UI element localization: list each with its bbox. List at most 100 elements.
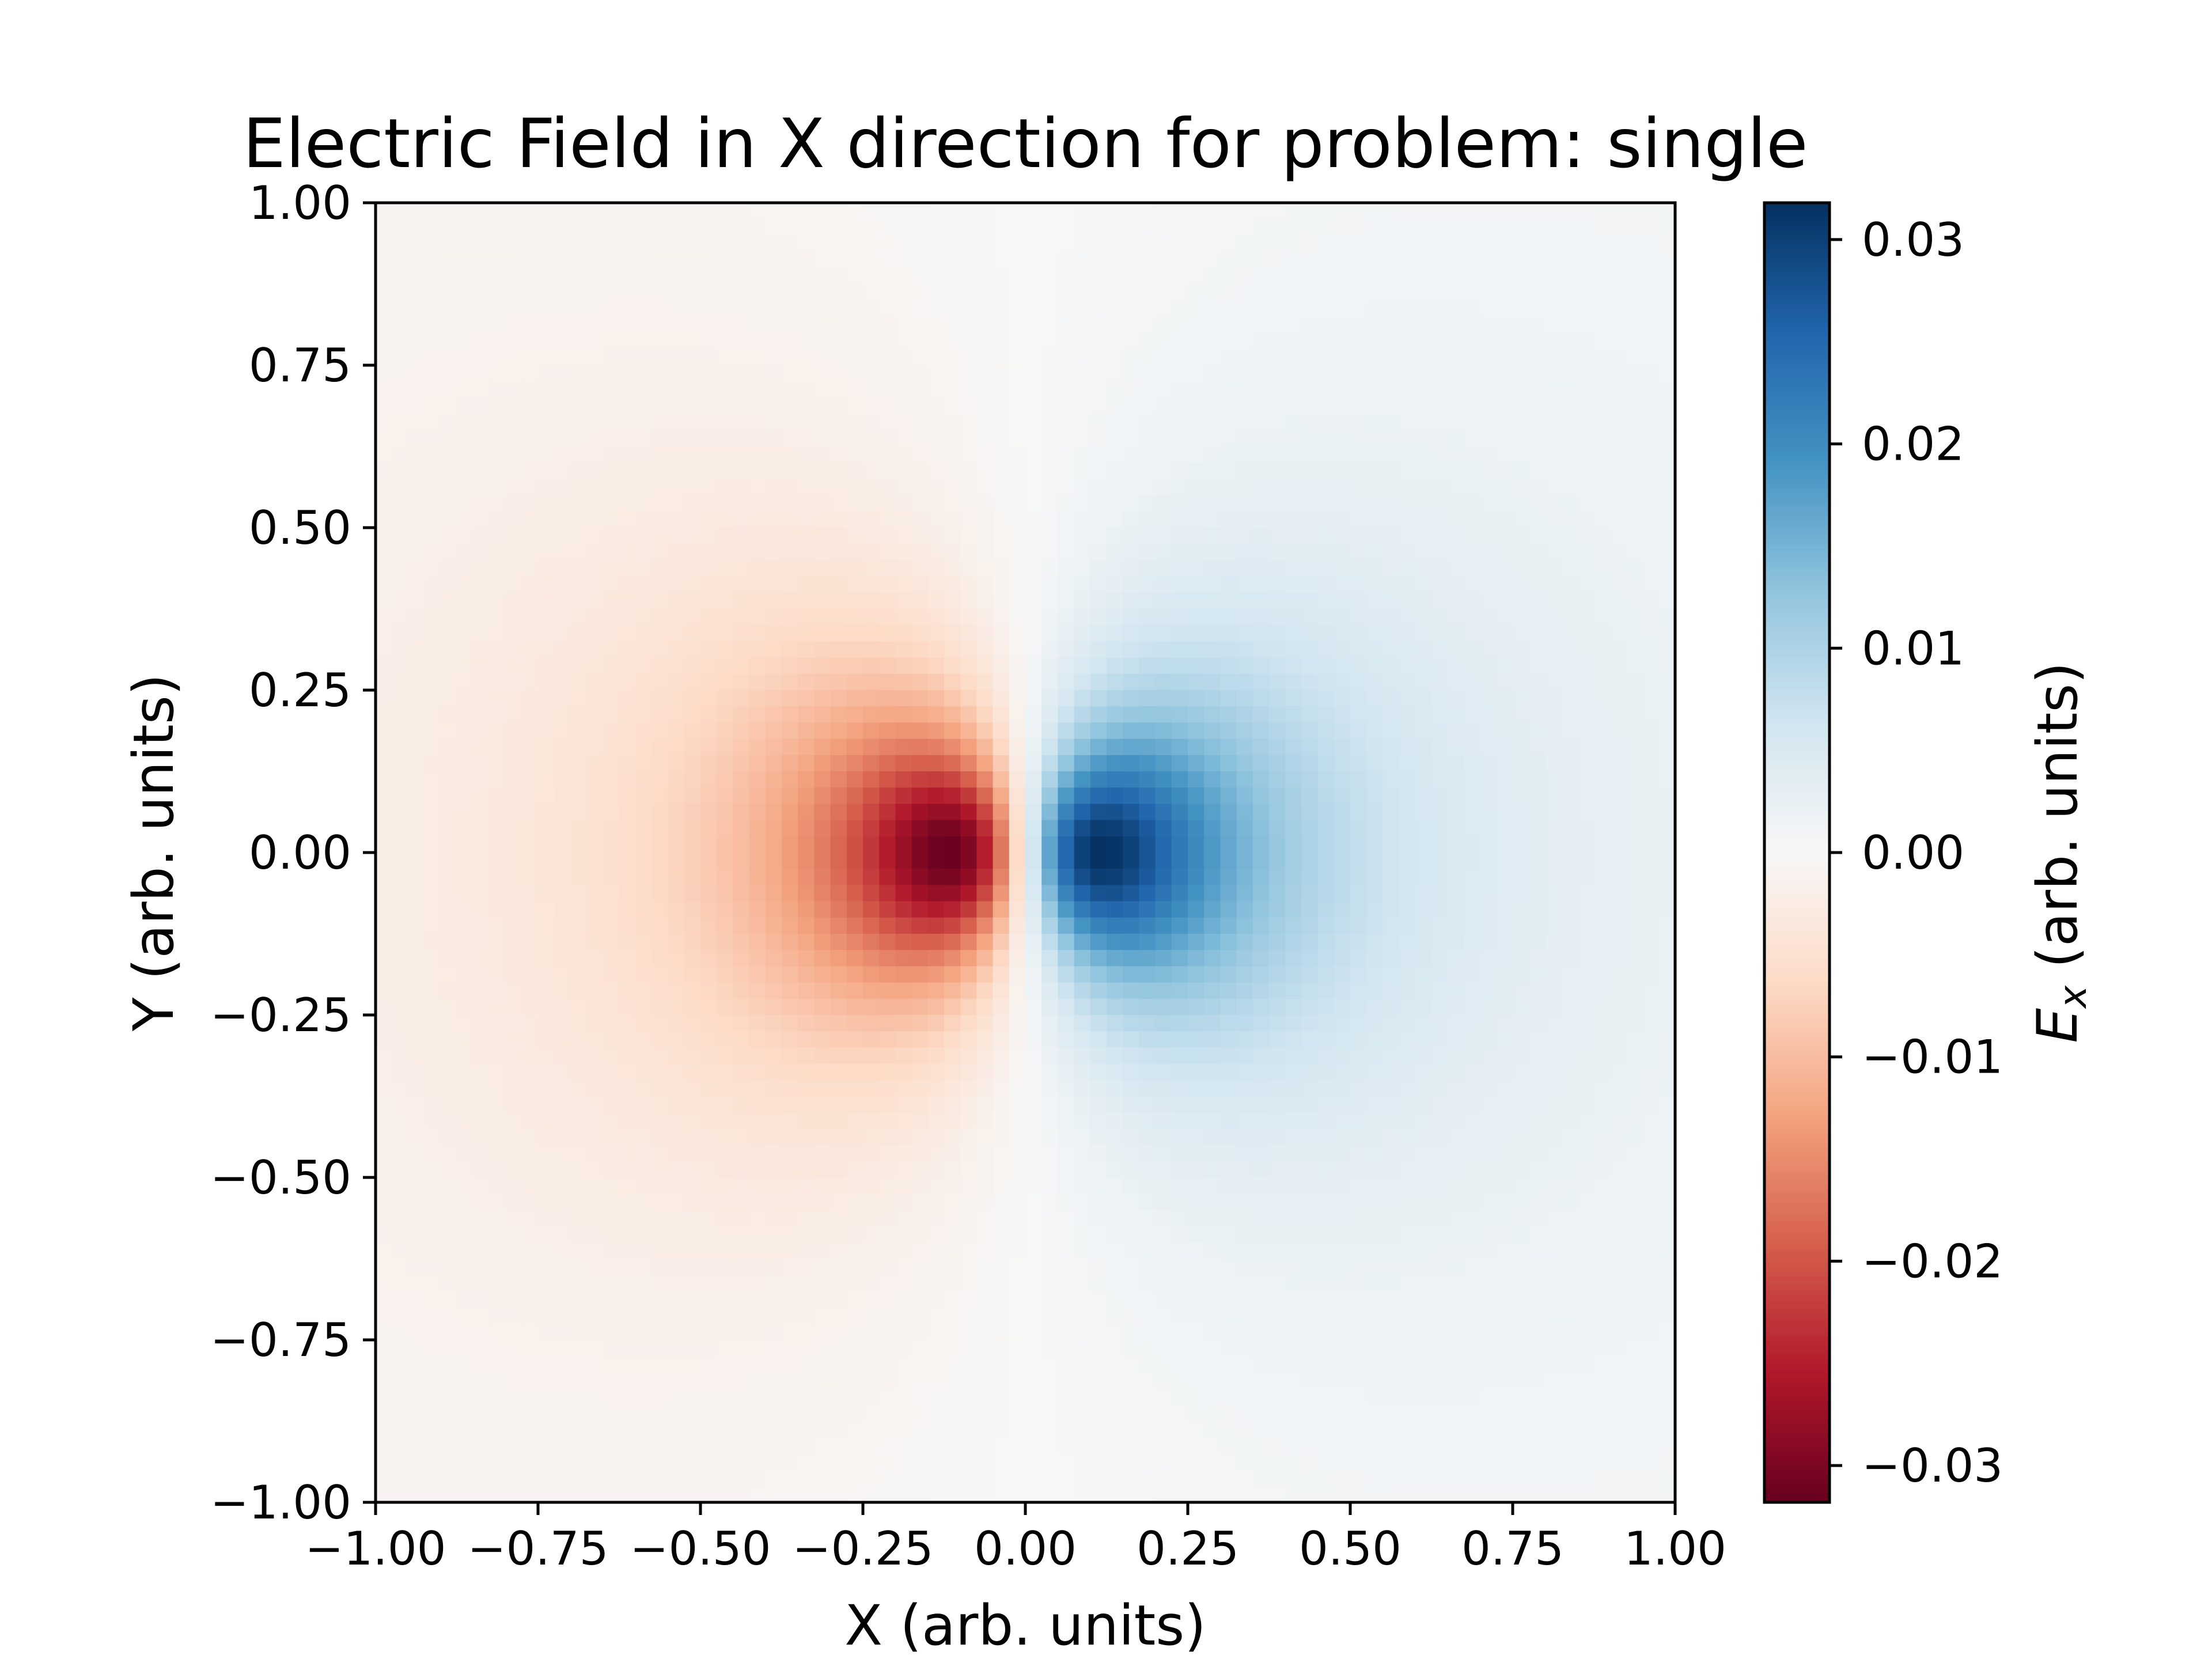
heatmap-cell [1399, 1096, 1416, 1113]
heatmap-cell [1204, 869, 1221, 885]
heatmap-cell [765, 365, 782, 382]
heatmap-cell [684, 430, 701, 447]
heatmap-cell [782, 722, 798, 740]
heatmap-cell [976, 1128, 994, 1146]
heatmap-cell [1204, 625, 1221, 642]
heatmap-cell [1009, 1145, 1026, 1162]
heatmap-cell [457, 901, 474, 918]
heatmap-cell [1139, 576, 1156, 593]
heatmap-cell [603, 722, 620, 740]
heatmap-cell [782, 1194, 798, 1210]
heatmap-cell [1448, 592, 1464, 609]
heatmap-cell [1366, 755, 1383, 772]
heatmap-cell [1058, 885, 1075, 902]
heatmap-cell [976, 284, 994, 301]
heatmap-cell [1188, 1112, 1205, 1129]
heatmap-cell [700, 820, 717, 837]
heatmap-cell [1529, 511, 1546, 528]
heatmap-cell [376, 673, 392, 691]
heatmap-cell [960, 219, 977, 236]
heatmap-cell [993, 1177, 1010, 1194]
heatmap-cell [1058, 690, 1075, 707]
heatmap-cell [1188, 1080, 1205, 1097]
heatmap-cell [376, 1210, 392, 1227]
heatmap-cell [927, 690, 945, 707]
heatmap-cell [1480, 901, 1497, 918]
heatmap-cell [684, 853, 701, 869]
heatmap-cell [408, 998, 425, 1016]
heatmap-cell [505, 528, 522, 544]
heatmap-cell [733, 755, 750, 772]
heatmap-cell [1188, 1194, 1205, 1210]
heatmap-cell [782, 284, 798, 301]
heatmap-cell [700, 917, 717, 934]
heatmap-cell [1610, 1047, 1627, 1065]
heatmap-cell [717, 463, 733, 479]
heatmap-cell [586, 430, 604, 447]
heatmap-cell [765, 203, 782, 219]
heatmap-cell [717, 1177, 733, 1194]
heatmap-cell [863, 1194, 880, 1210]
heatmap-cell [1545, 1177, 1562, 1194]
heatmap-cell [1188, 690, 1205, 707]
heatmap-cell [830, 479, 847, 496]
heatmap-cell [1334, 755, 1351, 772]
heatmap-cell [1285, 446, 1302, 463]
heatmap-cell [554, 1112, 571, 1129]
heatmap-cell [1545, 641, 1562, 658]
heatmap-cell [1366, 609, 1383, 626]
heatmap-cell [570, 1047, 588, 1065]
heatmap-cell [1658, 1047, 1676, 1065]
heatmap-cell [944, 625, 961, 642]
heatmap-cell [1448, 576, 1464, 593]
heatmap-cell [1610, 836, 1627, 853]
heatmap-cell [700, 446, 717, 463]
heatmap-cell [1577, 332, 1594, 350]
heatmap-cell [782, 414, 798, 431]
heatmap-cell [1009, 706, 1026, 723]
heatmap-cell [1041, 657, 1058, 675]
heatmap-cell [684, 235, 701, 252]
heatmap-cell [570, 446, 588, 463]
heatmap-cell [1155, 1194, 1172, 1210]
heatmap-cell [521, 853, 539, 869]
heatmap-cell [1123, 934, 1139, 950]
heatmap-cell [1204, 349, 1221, 366]
heatmap-cell [1561, 966, 1578, 983]
heatmap-cell [1366, 690, 1383, 707]
chart-title: Electric Field in X direction for proble… [243, 104, 1808, 183]
heatmap-cell [1480, 300, 1497, 317]
heatmap-cell [733, 576, 750, 593]
heatmap-cell [717, 446, 733, 463]
heatmap-cell [798, 998, 815, 1016]
heatmap-cell [976, 657, 994, 675]
heatmap-cell [846, 917, 863, 934]
heatmap-cell [538, 869, 555, 885]
heatmap-cell [993, 1128, 1010, 1146]
heatmap-cell [1171, 463, 1188, 479]
heatmap-cell [538, 381, 555, 398]
heatmap-cell [392, 609, 408, 626]
heatmap-cell [700, 235, 717, 252]
heatmap-cell [1204, 673, 1221, 691]
heatmap-cell [457, 982, 474, 999]
heatmap-cell [749, 787, 766, 804]
heatmap-cell [392, 349, 408, 366]
heatmap-cell [554, 673, 571, 691]
heatmap-cell [1594, 381, 1611, 398]
heatmap-cell [700, 479, 717, 496]
heatmap-cell [440, 901, 457, 918]
heatmap-cell [554, 414, 571, 431]
heatmap-cell [1448, 1145, 1464, 1162]
heatmap-cell [765, 446, 782, 463]
heatmap-cell [635, 1128, 652, 1146]
heatmap-cell [408, 934, 425, 950]
heatmap-cell [1107, 869, 1123, 885]
heatmap-cell [1545, 1015, 1562, 1032]
heatmap-cell [1496, 267, 1513, 285]
heatmap-cell [911, 560, 929, 577]
heatmap-cell [1155, 738, 1172, 756]
heatmap-cell [1171, 804, 1188, 821]
heatmap-cell [700, 966, 717, 983]
heatmap-cell [505, 966, 522, 983]
